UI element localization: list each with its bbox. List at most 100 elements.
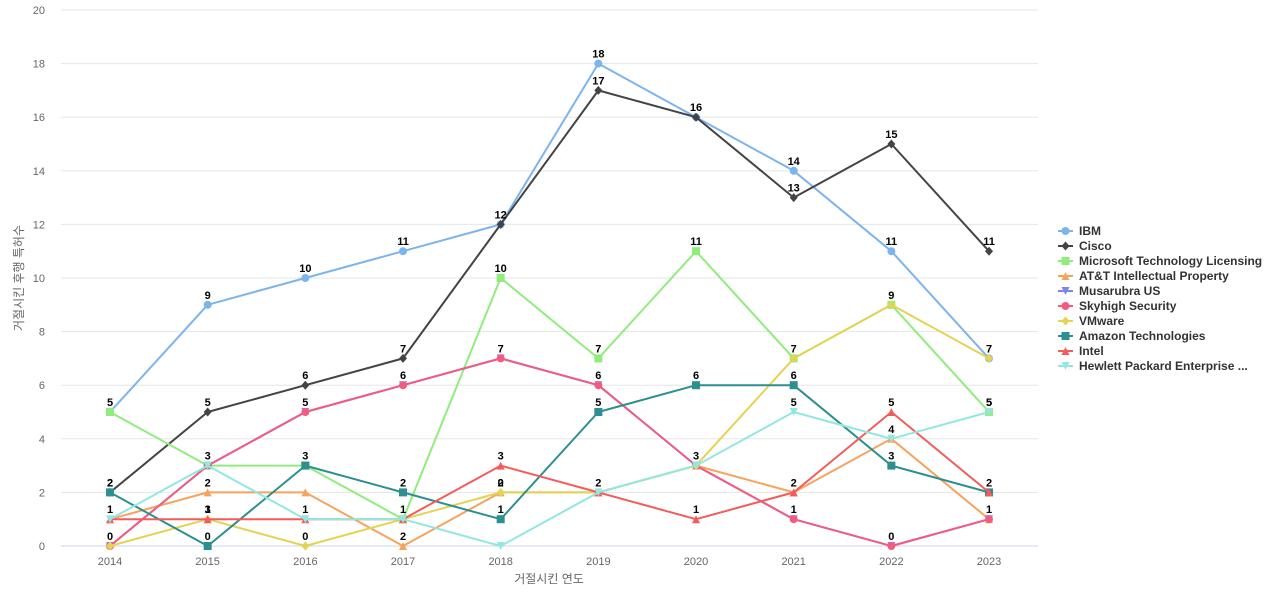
- legend-item[interactable]: IBM: [1058, 224, 1101, 238]
- data-label: 2: [595, 477, 601, 489]
- x-tick-label: 2022: [879, 556, 903, 568]
- data-label: 5: [595, 397, 601, 409]
- data-label: 6: [400, 370, 406, 382]
- data-point: [789, 193, 798, 203]
- data-label: 3: [693, 451, 699, 463]
- series-line: [109, 357, 990, 547]
- legend-item[interactable]: Cisco: [1058, 239, 1112, 253]
- y-tick-label: 8: [39, 327, 45, 339]
- x-axis-ticks: 2014 2015 2016 2017 2018 2019 2020 2021 2022 2023: [98, 556, 1002, 568]
- data-label: 5: [986, 397, 992, 409]
- data-point: [203, 488, 212, 497]
- data-label: 10: [299, 263, 311, 275]
- legend-symbol-marker: [1061, 227, 1070, 235]
- data-point: [594, 408, 603, 416]
- legend-label: AT&T Intellectual Property: [1079, 269, 1229, 283]
- legend-item[interactable]: Musarubra US: [1058, 284, 1160, 298]
- legend-symbol-marker: [1061, 332, 1070, 340]
- data-label: 12: [495, 209, 507, 221]
- legend-item[interactable]: Hewlett Packard Enterprise ...: [1058, 359, 1248, 373]
- data-label: 2: [107, 477, 113, 489]
- x-tick-label: 2017: [391, 556, 415, 568]
- data-point: [887, 542, 896, 550]
- data-label: 1: [205, 504, 211, 516]
- data-label: 7: [498, 343, 504, 355]
- data-point: [692, 247, 701, 256]
- data-point: [887, 408, 896, 416]
- series-line: [109, 411, 990, 547]
- data-point: [301, 461, 310, 470]
- data-label: 11: [397, 236, 409, 248]
- data-label: 6: [595, 370, 601, 382]
- data-label: 5: [205, 397, 211, 409]
- data-label: 3: [302, 451, 308, 463]
- data-label: 1: [400, 504, 406, 516]
- data-point: [887, 300, 896, 310]
- data-label: 16: [690, 102, 702, 114]
- legend-item[interactable]: Amazon Technologies: [1058, 329, 1206, 343]
- legend-item[interactable]: AT&T Intellectual Property: [1058, 269, 1229, 283]
- data-point: [692, 515, 701, 524]
- legend-symbol-marker: [1061, 287, 1070, 295]
- x-tick-label: 2016: [293, 556, 317, 568]
- data-point: [887, 247, 896, 256]
- data-label: 1: [302, 504, 308, 516]
- legend-symbol-marker: [1061, 241, 1070, 251]
- x-tick-label: 2015: [195, 556, 219, 568]
- y-tick-label: 6: [39, 380, 45, 392]
- gridlines: [61, 9, 1038, 493]
- data-label: 15: [885, 129, 897, 141]
- x-tick-label: 2023: [977, 556, 1001, 568]
- series-line: [109, 62, 990, 413]
- y-tick-label: 18: [33, 59, 45, 71]
- data-point: [301, 541, 310, 551]
- data-label: 3: [498, 451, 504, 463]
- legend-symbol-marker: [1061, 362, 1070, 370]
- data-label: 0: [302, 531, 308, 543]
- series-ibm: [106, 59, 994, 416]
- data-point: [203, 542, 212, 550]
- x-tick-label: 2020: [684, 556, 708, 568]
- series-line: [109, 89, 990, 494]
- data-point: [985, 488, 994, 497]
- series-line: [109, 303, 990, 547]
- x-axis-title: 거절시킨 연도: [514, 572, 584, 586]
- legend-symbol-marker: [1061, 257, 1070, 265]
- data-point: [301, 380, 310, 390]
- data-point: [789, 408, 798, 416]
- series-hewlett-packard-enterprise: [106, 408, 994, 550]
- legend-label: Skyhigh Security: [1079, 299, 1177, 313]
- legend-label: Hewlett Packard Enterprise ...: [1079, 359, 1248, 373]
- data-label: 1: [107, 504, 113, 516]
- data-point: [399, 488, 408, 497]
- data-point: [399, 247, 408, 256]
- y-axis-title: 거절시킨 후행 특허수: [11, 225, 26, 331]
- data-label: 1: [693, 504, 699, 516]
- legend-label: IBM: [1079, 224, 1101, 238]
- data-point: [985, 246, 994, 256]
- legend-label: Musarubra US: [1079, 284, 1160, 298]
- x-tick-label: 2021: [781, 556, 805, 568]
- legend-item[interactable]: Intel: [1058, 344, 1104, 358]
- data-point: [985, 515, 994, 524]
- data-point: [106, 488, 114, 497]
- data-point: [106, 515, 114, 524]
- data-label: 5: [986, 397, 992, 409]
- data-label: 0: [888, 531, 894, 543]
- data-point: [887, 139, 896, 149]
- data-label: 2: [498, 477, 504, 489]
- data-label: 14: [788, 156, 801, 168]
- data-label: 10: [495, 263, 507, 275]
- data-label: 7: [595, 343, 601, 355]
- data-point: [887, 461, 896, 470]
- legend-item[interactable]: Microsoft Technology Licensing: [1058, 254, 1262, 268]
- legend-item[interactable]: Skyhigh Security: [1058, 299, 1177, 313]
- data-label: 1: [791, 504, 797, 516]
- data-point: [301, 488, 310, 497]
- data-point: [301, 515, 310, 524]
- data-label: 2: [107, 477, 113, 489]
- data-point: [399, 515, 408, 524]
- legend-item[interactable]: VMware: [1058, 314, 1125, 328]
- data-point: [496, 461, 505, 470]
